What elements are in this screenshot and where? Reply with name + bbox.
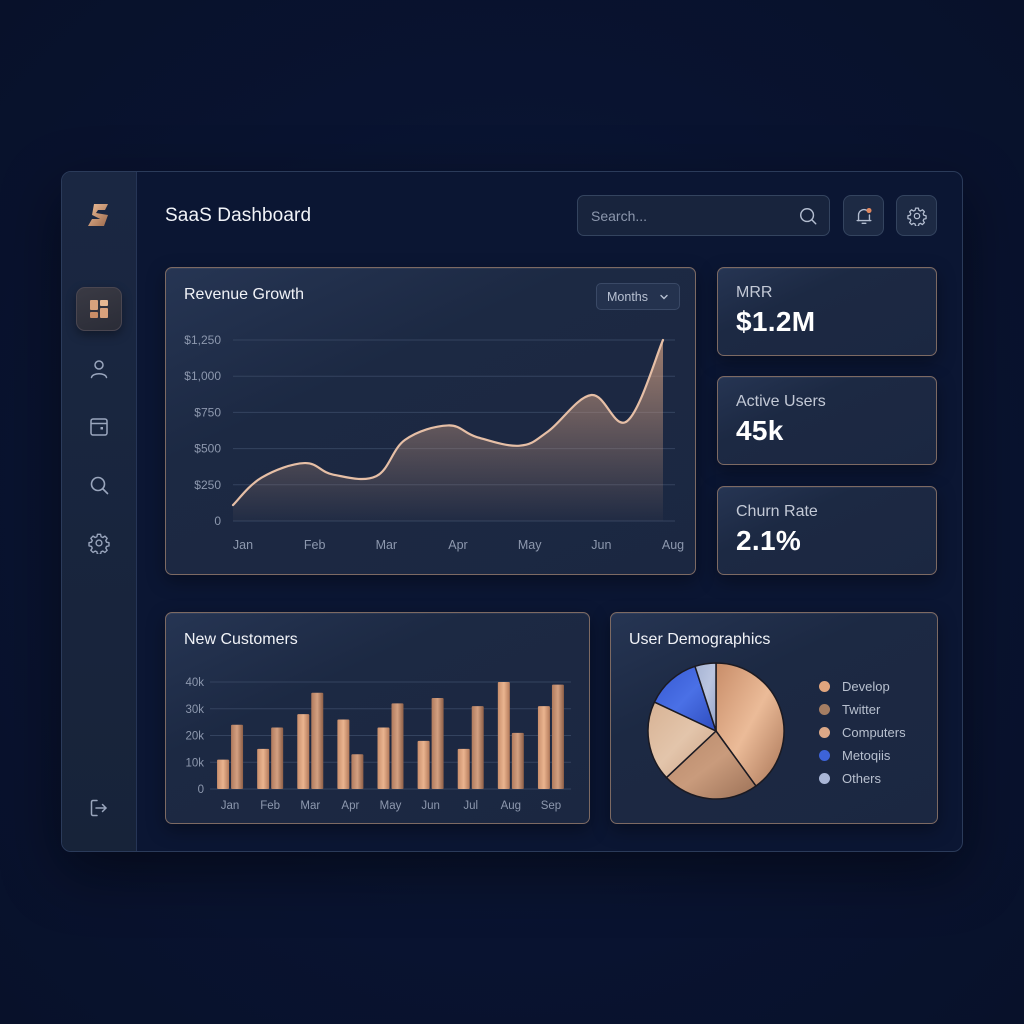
period-dropdown-value: Months (607, 289, 648, 304)
svg-text:Feb: Feb (304, 538, 326, 552)
svg-text:Jan: Jan (233, 538, 253, 552)
new-customers-card: New Customers 0 10k 20k 30k 40k Jan Feb Mar Apr M… (165, 612, 590, 824)
legend-item: Others (819, 767, 906, 790)
sidebar-item-settings[interactable] (76, 521, 122, 565)
sidebar-item-users[interactable] (76, 347, 122, 391)
svg-text:Aug: Aug (501, 800, 521, 812)
gear-icon (906, 206, 927, 226)
svg-text:40k: 40k (185, 677, 204, 689)
search-input[interactable] (578, 207, 778, 224)
legend-dot (819, 681, 830, 692)
svg-text:Jan: Jan (221, 800, 240, 812)
legend-dot (819, 704, 830, 715)
legend-dot (819, 727, 830, 738)
sidebar-item-billing[interactable] (76, 405, 122, 449)
new-customers-bar-chart: 0 10k 20k 30k 40k Jan Feb Mar Apr May Jun Jul Aug Sep (185, 677, 571, 812)
kpi-label: Churn Rate (736, 503, 818, 520)
svg-text:30k: 30k (185, 704, 204, 716)
svg-text:May: May (380, 800, 402, 812)
pie-legend: Develop Twitter Computers Metoqiis Other… (819, 675, 906, 790)
demographics-pie-chart (647, 662, 785, 800)
svg-text:Jun: Jun (421, 800, 440, 812)
new-customers-title: New Customers (184, 631, 298, 648)
settings-button[interactable] (896, 195, 937, 236)
grid-icon (90, 300, 108, 318)
period-dropdown[interactable]: Months (596, 283, 680, 310)
app-window: SaaS Dashboard Revenue Growth Months 0 $2… (61, 171, 963, 852)
svg-text:$1,250: $1,250 (184, 333, 221, 347)
svg-text:0: 0 (198, 784, 204, 796)
sidebar (62, 172, 137, 851)
wallet-icon (90, 418, 108, 436)
legend-item: Computers (819, 721, 906, 744)
search-icon (90, 476, 109, 495)
kpi-value: 45k (736, 415, 784, 446)
gear-icon (88, 533, 110, 554)
svg-text:Jul: Jul (463, 800, 478, 812)
sidebar-item-dashboard[interactable] (76, 287, 122, 331)
notifications-button[interactable] (843, 195, 884, 236)
kpi-value: 2.1% (736, 525, 802, 556)
svg-text:Sep: Sep (541, 800, 561, 812)
user-icon (90, 360, 108, 379)
kpi-card-churn-rate: Churn Rate 2.1% (717, 486, 937, 575)
svg-text:$500: $500 (194, 442, 221, 456)
svg-text:$250: $250 (194, 478, 221, 492)
svg-text:Jun: Jun (591, 538, 611, 552)
revenue-line-chart: 0 $250 $500 $750 $1,000 $1,250 Jan Feb Mar Apr May… (184, 333, 684, 552)
svg-text:10k: 10k (185, 757, 204, 769)
svg-text:Mar: Mar (300, 800, 320, 812)
svg-text:Apr: Apr (341, 800, 359, 812)
kpi-label: MRR (736, 284, 773, 301)
sidebar-item-search[interactable] (76, 463, 122, 507)
user-demographics-card: User Demographics Develop Twitter Comput… (610, 612, 938, 824)
svg-text:20k: 20k (185, 731, 204, 743)
legend-item: Develop (819, 675, 906, 698)
chevron-down-icon (660, 294, 668, 300)
kpi-card-mrr: MRR $1.2M (717, 267, 937, 356)
legend-dot (819, 750, 830, 761)
svg-text:Aug: Aug (662, 538, 684, 552)
brand-logo-icon[interactable] (84, 200, 114, 230)
kpi-card-active-users: Active Users 45k (717, 376, 937, 465)
kpi-value: $1.2M (736, 306, 816, 337)
legend-item: Metoqiis (819, 744, 906, 767)
svg-text:$750: $750 (194, 405, 221, 419)
bell-icon (856, 207, 872, 224)
svg-text:Mar: Mar (376, 538, 398, 552)
revenue-growth-card: Revenue Growth Months 0 $250 $500 $750 $1,00… (165, 267, 696, 575)
search-bar[interactable] (577, 195, 830, 236)
svg-text:$1,000: $1,000 (184, 369, 221, 383)
user-demographics-title: User Demographics (629, 631, 771, 648)
svg-text:May: May (518, 538, 542, 552)
kpi-label: Active Users (736, 393, 826, 410)
logout-button[interactable] (76, 786, 122, 830)
legend-item: Twitter (819, 698, 906, 721)
page-title: SaaS Dashboard (165, 205, 312, 226)
legend-dot (819, 773, 830, 784)
notification-badge (865, 207, 872, 213)
revenue-growth-title: Revenue Growth (184, 286, 305, 303)
svg-text:Apr: Apr (448, 538, 467, 552)
svg-text:0: 0 (214, 514, 221, 528)
search-icon[interactable] (798, 206, 818, 226)
logout-icon (90, 799, 107, 817)
svg-text:Feb: Feb (260, 800, 280, 812)
